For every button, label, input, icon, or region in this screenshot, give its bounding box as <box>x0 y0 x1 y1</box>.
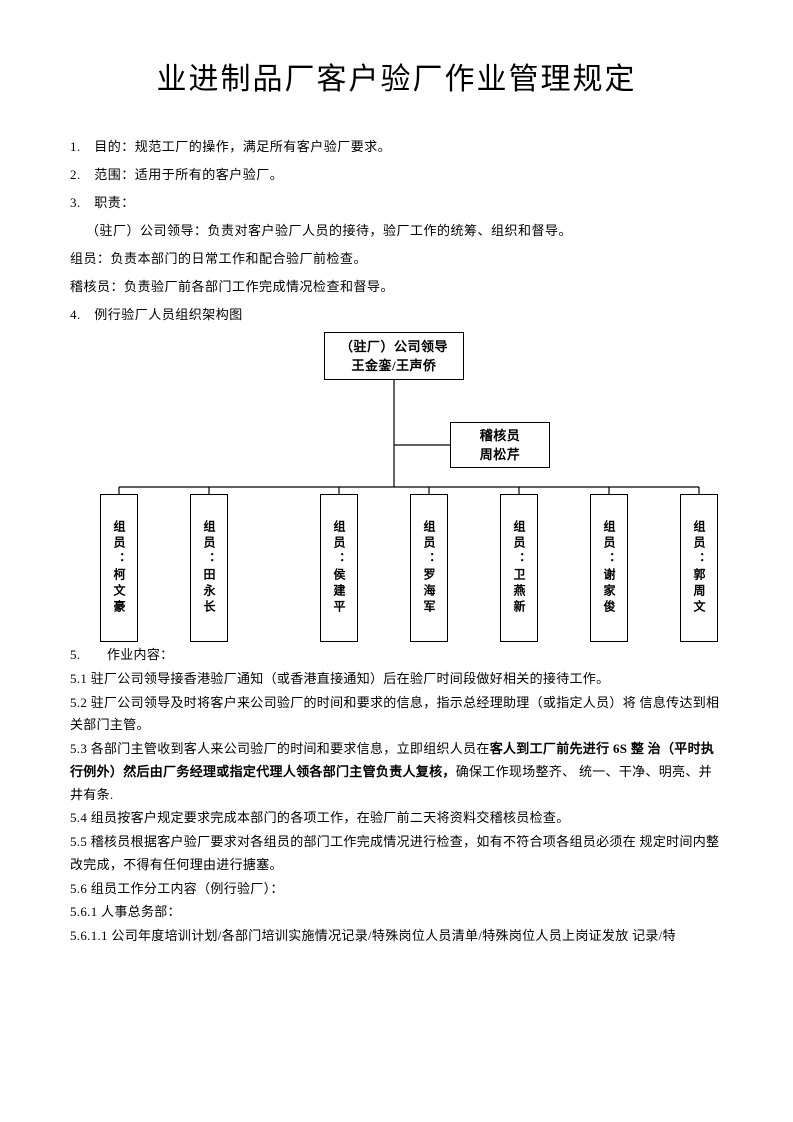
org-node-leader: （驻厂）公司领导 王金銮/王声侨 <box>324 332 464 380</box>
item-3c: 稽核员：负责验厂前各部门工作完成情况检查和督导。 <box>70 274 723 300</box>
item-5-3: 5.3 各部门主管收到客人来公司验厂的时间和要求信息，立即组织人员在客人到工厂前… <box>70 738 723 806</box>
org-node-member-2: 组员：侯建平 <box>320 494 358 642</box>
item-3b: 组员：负责本部门的日常工作和配合验厂前检查。 <box>70 246 723 272</box>
item-3: 3. 职责： <box>70 190 723 216</box>
org-node-member-1: 组员：田永长 <box>190 494 228 642</box>
item-2: 2. 范围：适用于所有的客户验厂。 <box>70 162 723 188</box>
org-node-auditor-l1: 稽核员 <box>480 426 521 446</box>
item-1: 1. 目的：规范工厂的操作，满足所有客户验厂要求。 <box>70 134 723 160</box>
item-5-6-1: 5.6.1 人事总务部： <box>70 901 723 924</box>
item-5: 5. 作业内容： <box>70 644 723 667</box>
item-5-4: 5.4 组员按客户规定要求完成本部门的各项工作，在验厂前二天将资料交稽核员检查。 <box>70 807 723 830</box>
item-5-6: 5.6 组员工作分工内容（例行验厂）： <box>70 878 723 901</box>
org-node-leader-l1: （驻厂）公司领导 <box>340 337 448 357</box>
item-4: 4. 例行验厂人员组织架构图 <box>70 302 723 328</box>
item-3a: （驻厂）公司领导：负责对客户验厂人员的接待，验厂工作的统筹、组织和督导。 <box>70 218 723 244</box>
item-5-1: 5.1 驻厂公司领导接香港验厂通知（或香港直接通知）后在验厂时间段做好相关的接待… <box>70 668 723 691</box>
org-node-leader-l2: 王金銮/王声侨 <box>351 356 436 376</box>
org-chart: （驻厂）公司领导 王金銮/王声侨 稽核员 周松芹 组员：柯文豪 组员：田永长 组… <box>70 332 723 642</box>
item-5-5: 5.5 稽核员根据客户验厂要求对各组员的部门工作完成情况进行检查，如有不符合项各… <box>70 831 723 877</box>
org-node-member-5: 组员：谢家俊 <box>590 494 628 642</box>
org-node-auditor-l2: 周松芹 <box>480 445 521 465</box>
org-node-member-3: 组员：罗海军 <box>410 494 448 642</box>
org-node-member-6: 组员：郭周文 <box>680 494 718 642</box>
org-node-member-4: 组员：卫燕新 <box>500 494 538 642</box>
page-title: 业进制品厂客户验厂作业管理规定 <box>70 50 723 110</box>
org-node-member-0: 组员：柯文豪 <box>100 494 138 642</box>
item-5-2: 5.2 驻厂公司领导及时将客户来公司验厂的时间和要求的信息，指示总经理助理（或指… <box>70 692 723 738</box>
item-5-3a: 5.3 各部门主管收到客人来公司验厂的时间和要求信息，立即组织人员在 <box>70 741 490 756</box>
org-node-auditor: 稽核员 周松芹 <box>450 422 550 468</box>
item-5-6-1-1: 5.6.1.1 公司年度培训计划/各部门培训实施情况记录/特殊岗位人员清单/特殊… <box>70 925 723 948</box>
